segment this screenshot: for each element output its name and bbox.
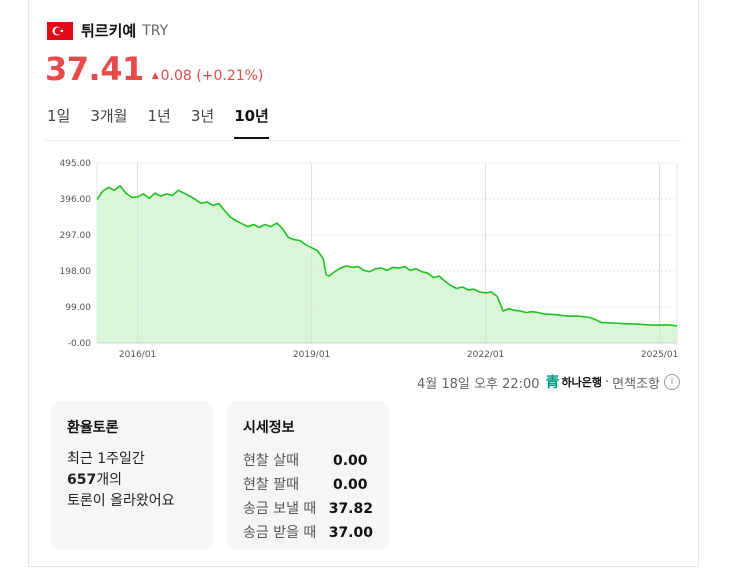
price-change: ▲ 0.08 (+0.21%)	[152, 68, 264, 84]
period-tabs: 1일 3개월 1년 3년 10년	[47, 105, 289, 139]
info-value: 37.82	[328, 501, 373, 517]
exchange-rate-card: 튀르키예 TRY 37.41 ▲ 0.08 (+0.21%) 1일 3개월 1년 …	[28, 0, 699, 567]
discussion-line3: 토론이 올라왔어요	[67, 493, 175, 509]
x-tick-label: 2016/01	[119, 350, 156, 360]
x-tick-label: 2019/01	[293, 350, 330, 360]
hana-bank-logo-icon: ⻘	[545, 375, 560, 391]
current-price: 37.41	[45, 50, 144, 88]
country-name: 튀르키예	[81, 22, 137, 40]
disclaimer-link[interactable]: 면책조항	[612, 376, 660, 392]
tab-10y[interactable]: 10년	[234, 105, 269, 139]
market-info-box: 시세정보 현찰 살때 0.00 현찰 팔때 0.00 송금 보낼 때 37.82…	[227, 401, 389, 549]
update-timestamp: 4월 18일 오후 22:00	[417, 376, 540, 392]
tab-3m[interactable]: 3개월	[90, 107, 128, 125]
info-value: 37.00	[328, 525, 373, 541]
discussion-line1: 최근 1주일간	[67, 451, 145, 467]
info-label: 현찰 팔때	[243, 477, 299, 493]
info-row-receive: 송금 받을 때 37.00	[243, 521, 373, 545]
y-tick-label: -0.00	[68, 339, 92, 349]
tab-1d[interactable]: 1일	[47, 107, 71, 125]
up-arrow-icon: ▲	[151, 71, 159, 81]
info-label: 송금 받을 때	[243, 525, 317, 541]
price-change-value: 0.08 (+0.21%)	[160, 68, 264, 84]
info-label: 현찰 살때	[243, 453, 299, 469]
info-row-send: 송금 보낼 때 37.82	[243, 497, 373, 521]
bank-name: 하나은행	[561, 376, 603, 389]
source-meta: 4월 18일 오후 22:00 ⻘ 하나은행 · 면책조항 i	[417, 372, 680, 392]
discussion-title: 환율토론	[67, 420, 119, 436]
x-tick-label: 2022/01	[467, 350, 504, 360]
info-row-cash-buy: 현찰 살때 0.00	[243, 449, 373, 473]
info-value: 0.00	[333, 453, 368, 469]
market-info-title: 시세정보	[243, 420, 295, 436]
y-tick-label: 198.00	[60, 267, 92, 277]
y-tick-label: 396.00	[60, 195, 92, 205]
turkey-flag-icon	[47, 21, 73, 40]
bank-source: ⻘ 하나은행	[546, 372, 602, 392]
tab-3y[interactable]: 3년	[190, 107, 215, 125]
info-icon[interactable]: i	[664, 374, 680, 390]
currency-header: 튀르키예 TRY	[47, 20, 168, 41]
discussion-count: 657	[67, 472, 97, 488]
discussion-text: 최근 1주일간 657개의 토론이 올라왔어요	[67, 449, 197, 512]
x-tick-label: 2025/01	[641, 350, 678, 360]
info-value: 0.00	[333, 477, 368, 493]
exchange-rate-chart[interactable]: 495.00 396.00 297.00 198.00 99.00 -0.00 2016/0…	[43, 155, 683, 365]
y-tick-label: 297.00	[60, 231, 92, 241]
tabs-divider	[45, 140, 681, 141]
chart-area-fill	[97, 185, 677, 343]
tab-1y[interactable]: 1년	[147, 107, 171, 125]
info-label: 송금 보낼 때	[243, 501, 317, 517]
y-tick-label: 495.00	[60, 159, 92, 169]
discussion-count-suffix: 개의	[96, 472, 122, 488]
discussion-line2: 657개의	[67, 470, 197, 491]
discussion-box[interactable]: 환율토론 최근 1주일간 657개의 토론이 올라왔어요	[51, 401, 213, 549]
currency-code: TRY	[142, 22, 169, 39]
y-tick-label: 99.00	[65, 303, 91, 313]
separator-dot: ·	[605, 374, 610, 390]
info-row-cash-sell: 현찰 팔때 0.00	[243, 473, 373, 497]
series-line	[96, 185, 678, 327]
price-row: 37.41 ▲ 0.08 (+0.21%)	[45, 50, 263, 88]
